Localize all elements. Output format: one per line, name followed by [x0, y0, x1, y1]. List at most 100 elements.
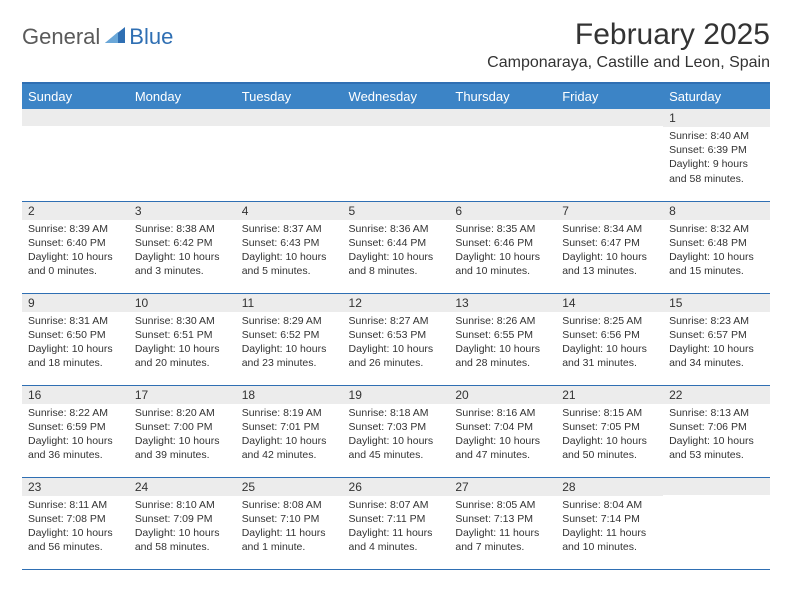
day-number: 26 — [343, 478, 450, 496]
day-sunset: Sunset: 6:59 PM — [28, 420, 123, 434]
calendar-cell: 14Sunrise: 8:25 AMSunset: 6:56 PMDayligh… — [556, 293, 663, 385]
day-number: 12 — [343, 294, 450, 312]
day-details: Sunrise: 8:19 AMSunset: 7:01 PMDaylight:… — [236, 404, 343, 467]
day-header: Thursday — [449, 83, 556, 109]
day-number — [556, 109, 663, 126]
day-number — [129, 109, 236, 126]
day-details: Sunrise: 8:16 AMSunset: 7:04 PMDaylight:… — [449, 404, 556, 467]
day-daylight: Daylight: 10 hours and 45 minutes. — [349, 434, 444, 462]
day-daylight: Daylight: 10 hours and 47 minutes. — [455, 434, 550, 462]
day-sunset: Sunset: 6:51 PM — [135, 328, 230, 342]
day-daylight: Daylight: 10 hours and 10 minutes. — [455, 250, 550, 278]
day-header: Friday — [556, 83, 663, 109]
day-daylight: Daylight: 10 hours and 20 minutes. — [135, 342, 230, 370]
calendar-cell — [556, 109, 663, 201]
day-sunset: Sunset: 7:04 PM — [455, 420, 550, 434]
day-details: Sunrise: 8:37 AMSunset: 6:43 PMDaylight:… — [236, 220, 343, 283]
header: General Blue February 2025 Camponaraya, … — [22, 18, 770, 72]
day-sunrise: Sunrise: 8:32 AM — [669, 222, 764, 236]
calendar-cell — [343, 109, 450, 201]
day-details: Sunrise: 8:34 AMSunset: 6:47 PMDaylight:… — [556, 220, 663, 283]
day-number: 21 — [556, 386, 663, 404]
day-details: Sunrise: 8:38 AMSunset: 6:42 PMDaylight:… — [129, 220, 236, 283]
day-details: Sunrise: 8:20 AMSunset: 7:00 PMDaylight:… — [129, 404, 236, 467]
calendar-body: 1Sunrise: 8:40 AMSunset: 6:39 PMDaylight… — [22, 109, 770, 569]
day-number: 16 — [22, 386, 129, 404]
day-number: 22 — [663, 386, 770, 404]
day-number — [663, 478, 770, 495]
day-details — [22, 126, 129, 132]
day-details: Sunrise: 8:25 AMSunset: 6:56 PMDaylight:… — [556, 312, 663, 375]
day-sunrise: Sunrise: 8:07 AM — [349, 498, 444, 512]
day-sunset: Sunset: 6:43 PM — [242, 236, 337, 250]
day-number: 25 — [236, 478, 343, 496]
day-number: 6 — [449, 202, 556, 220]
calendar-cell: 16Sunrise: 8:22 AMSunset: 6:59 PMDayligh… — [22, 385, 129, 477]
day-sunset: Sunset: 6:44 PM — [349, 236, 444, 250]
day-sunset: Sunset: 6:57 PM — [669, 328, 764, 342]
day-daylight: Daylight: 10 hours and 23 minutes. — [242, 342, 337, 370]
day-number: 17 — [129, 386, 236, 404]
logo-text-blue: Blue — [129, 24, 173, 50]
day-daylight: Daylight: 10 hours and 8 minutes. — [349, 250, 444, 278]
day-sunset: Sunset: 7:09 PM — [135, 512, 230, 526]
day-sunrise: Sunrise: 8:26 AM — [455, 314, 550, 328]
day-number: 15 — [663, 294, 770, 312]
calendar-cell: 28 Sunrise: 8:04 AMSunset: 7:14 PMDayligh… — [556, 477, 663, 569]
day-number: 27 — [449, 478, 556, 496]
day-number: 18 — [236, 386, 343, 404]
calendar-cell: 18Sunrise: 8:19 AMSunset: 7:01 PMDayligh… — [236, 385, 343, 477]
day-details: Sunrise: 8:07 AMSunset: 7:11 PMDaylight:… — [343, 496, 450, 559]
calendar-week-row: 16Sunrise: 8:22 AMSunset: 6:59 PMDayligh… — [22, 385, 770, 477]
day-details — [129, 126, 236, 132]
day-sunset: Sunset: 7:14 PM — [562, 512, 657, 526]
day-details: Sunrise: 8:36 AMSunset: 6:44 PMDaylight:… — [343, 220, 450, 283]
calendar-cell: 12Sunrise: 8:27 AMSunset: 6:53 PMDayligh… — [343, 293, 450, 385]
day-sunrise: Sunrise: 8:16 AM — [455, 406, 550, 420]
day-daylight: Daylight: 10 hours and 42 minutes. — [242, 434, 337, 462]
day-sunset: Sunset: 7:10 PM — [242, 512, 337, 526]
day-sunrise: Sunrise: 8:11 AM — [28, 498, 123, 512]
calendar-cell: 2Sunrise: 8:39 AMSunset: 6:40 PMDaylight… — [22, 201, 129, 293]
page-title: February 2025 — [487, 18, 770, 52]
day-sunset: Sunset: 6:47 PM — [562, 236, 657, 250]
day-daylight: Daylight: 10 hours and 58 minutes. — [135, 526, 230, 554]
day-daylight: Daylight: 10 hours and 36 minutes. — [28, 434, 123, 462]
day-details: Sunrise: 8:08 AMSunset: 7:10 PMDaylight:… — [236, 496, 343, 559]
calendar-cell: 10Sunrise: 8:30 AMSunset: 6:51 PMDayligh… — [129, 293, 236, 385]
calendar-cell: 7Sunrise: 8:34 AMSunset: 6:47 PMDaylight… — [556, 201, 663, 293]
day-number: 5 — [343, 202, 450, 220]
day-sunrise: Sunrise: 8:15 AM — [562, 406, 657, 420]
day-details: Sunrise: 8:13 AMSunset: 7:06 PMDaylight:… — [663, 404, 770, 467]
day-daylight: Daylight: 10 hours and 15 minutes. — [669, 250, 764, 278]
day-number — [343, 109, 450, 126]
day-sunrise: Sunrise: 8:31 AM — [28, 314, 123, 328]
day-details — [343, 126, 450, 132]
day-sunset: Sunset: 7:03 PM — [349, 420, 444, 434]
calendar-cell: 4Sunrise: 8:37 AMSunset: 6:43 PMDaylight… — [236, 201, 343, 293]
day-sunset: Sunset: 6:53 PM — [349, 328, 444, 342]
day-sunset: Sunset: 7:08 PM — [28, 512, 123, 526]
day-sunset: Sunset: 6:48 PM — [669, 236, 764, 250]
day-daylight: Daylight: 10 hours and 50 minutes. — [562, 434, 657, 462]
day-number: 1 — [663, 109, 770, 127]
day-details: Sunrise: 8:10 AMSunset: 7:09 PMDaylight:… — [129, 496, 236, 559]
day-number — [449, 109, 556, 126]
day-sunset: Sunset: 6:56 PM — [562, 328, 657, 342]
day-sunset: Sunset: 6:52 PM — [242, 328, 337, 342]
day-sunset: Sunset: 7:13 PM — [455, 512, 550, 526]
calendar-cell: 23Sunrise: 8:11 AMSunset: 7:08 PMDayligh… — [22, 477, 129, 569]
day-details: Sunrise: 8:31 AMSunset: 6:50 PMDaylight:… — [22, 312, 129, 375]
day-sunset: Sunset: 6:39 PM — [669, 143, 764, 157]
day-number: 11 — [236, 294, 343, 312]
calendar-week-row: 23Sunrise: 8:11 AMSunset: 7:08 PMDayligh… — [22, 477, 770, 569]
day-daylight: Daylight: 11 hours and 10 minutes. — [562, 526, 657, 554]
day-daylight: Daylight: 10 hours and 26 minutes. — [349, 342, 444, 370]
day-sunrise: Sunrise: 8:25 AM — [562, 314, 657, 328]
day-number: 28 — [556, 478, 663, 496]
day-details — [663, 495, 770, 501]
day-daylight: Daylight: 10 hours and 39 minutes. — [135, 434, 230, 462]
day-details: Sunrise: 8:29 AMSunset: 6:52 PMDaylight:… — [236, 312, 343, 375]
day-sunrise: Sunrise: 8:04 AM — [562, 498, 657, 512]
calendar-cell: 11Sunrise: 8:29 AMSunset: 6:52 PMDayligh… — [236, 293, 343, 385]
